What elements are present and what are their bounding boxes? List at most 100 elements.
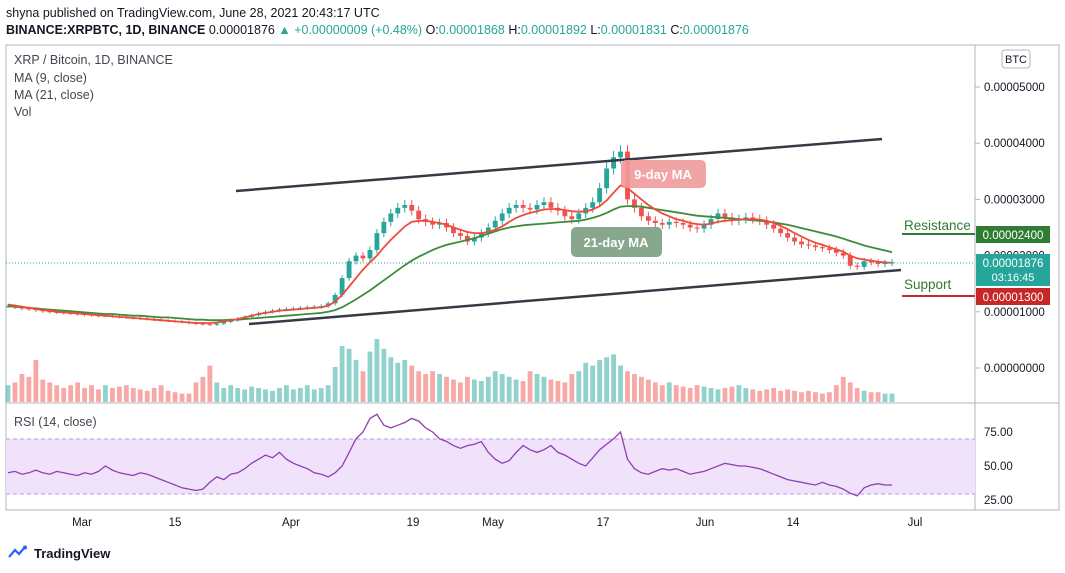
volume-bar <box>750 389 756 402</box>
high-value: 0.00001892 <box>520 23 587 37</box>
volume-bar <box>103 385 108 402</box>
legend-ma21[interactable]: MA (21, close) <box>14 88 94 102</box>
volume-bar <box>339 346 345 402</box>
candle <box>666 221 672 225</box>
time-tick-label: Apr <box>282 517 300 529</box>
candle <box>715 213 721 220</box>
time-axis[interactable]: Mar 15 Apr 19 May 17 Jun 14 Jul <box>72 517 922 529</box>
candle <box>792 237 797 242</box>
volume-bar <box>332 367 338 402</box>
volume-bar <box>604 357 610 402</box>
volume-bar <box>179 393 185 402</box>
time-tick-label: 14 <box>787 517 800 529</box>
volume-bar <box>158 385 164 402</box>
candle <box>207 324 213 326</box>
volume-bar <box>123 385 129 402</box>
channel-upper-line[interactable] <box>235 137 883 193</box>
candle <box>430 221 436 225</box>
volume-bar <box>96 389 101 402</box>
current-price-tag <box>976 254 1050 286</box>
volume-bar <box>26 376 32 402</box>
footer[interactable]: TradingView <box>8 545 110 561</box>
volume-bar <box>499 374 505 402</box>
volume-bar <box>82 388 87 402</box>
published-line: shyna published on TradingView.com, June… <box>6 6 380 20</box>
candle <box>604 168 610 189</box>
volume-bar <box>583 362 589 402</box>
volume-bar <box>416 371 422 402</box>
legend-rsi[interactable]: RSI (14, close) <box>14 415 97 429</box>
volume-bar <box>277 388 282 402</box>
candle <box>506 207 512 214</box>
close-value: 0.00001876 <box>682 23 749 37</box>
volume-bar <box>806 390 811 402</box>
volume-bar <box>165 390 171 402</box>
symbol: BINANCE:XRPBTC, 1D, BINANCE <box>6 23 206 37</box>
candle <box>632 199 637 208</box>
candle <box>221 321 227 324</box>
volume-bar <box>555 381 561 402</box>
candle <box>652 220 658 224</box>
volume-bar <box>520 381 526 402</box>
legend-vol[interactable]: Vol <box>14 105 32 119</box>
candle <box>346 261 352 279</box>
candle <box>771 224 777 229</box>
candle <box>868 261 874 263</box>
volume-bar <box>130 388 136 402</box>
candle <box>590 202 596 208</box>
up-arrow-icon: ▲ <box>278 23 291 37</box>
volume-bar <box>764 389 770 402</box>
ma9-annotation: 9-day MA <box>634 167 692 182</box>
volume-bar <box>19 374 25 402</box>
volume-bar <box>506 376 512 402</box>
candle <box>722 213 728 218</box>
volume-bar <box>569 374 575 402</box>
candle <box>639 207 644 217</box>
volume-bar <box>47 382 53 402</box>
volume-bar <box>527 371 533 402</box>
volume-bar <box>5 385 11 402</box>
candle <box>875 262 881 265</box>
brand-name: TradingView <box>34 545 111 561</box>
candle <box>520 205 526 208</box>
volume-bar <box>847 382 853 402</box>
candle <box>367 249 373 259</box>
volume-bar <box>485 376 491 402</box>
volume-bar <box>694 385 700 402</box>
candle <box>416 210 422 220</box>
resistance-price: 0.00002400 <box>983 230 1044 242</box>
price-tick-label: 0.00003000 <box>984 194 1045 206</box>
volume-bar <box>228 385 234 402</box>
candle <box>562 210 568 217</box>
candle <box>464 235 470 242</box>
volume-bar <box>137 389 143 402</box>
volume-bar <box>89 385 94 402</box>
countdown: 03:16:45 <box>992 272 1035 284</box>
volume-bar <box>875 392 881 402</box>
volume-bar <box>882 393 888 402</box>
candle <box>47 311 53 313</box>
candle <box>611 157 616 169</box>
candle <box>527 207 533 210</box>
legend-title: XRP / Bitcoin, 1D, BINANCE <box>14 53 173 67</box>
volume-bar <box>792 390 797 402</box>
volume-bar <box>478 381 484 402</box>
currency-badge[interactable] <box>1001 49 1031 69</box>
volume-bar <box>840 376 846 402</box>
legend-ma9[interactable]: MA (9, close) <box>14 71 87 85</box>
rsi-line <box>7 413 892 497</box>
candle <box>471 237 477 242</box>
volume-bar <box>826 392 832 402</box>
ohlc-line: BINANCE:XRPBTC, 1D, BINANCE 0.00001876 ▲… <box>6 23 749 37</box>
rsi-tick-label: 75.00 <box>984 427 1013 439</box>
rsi-tick-label: 25.00 <box>984 495 1013 507</box>
volume-bar <box>221 388 227 402</box>
candle <box>388 213 394 222</box>
candle <box>799 241 804 245</box>
candle <box>701 224 707 229</box>
candle <box>569 216 575 220</box>
volume-bar <box>799 392 804 402</box>
volume-bar <box>353 360 359 402</box>
channel-lower-line[interactable] <box>248 268 902 326</box>
